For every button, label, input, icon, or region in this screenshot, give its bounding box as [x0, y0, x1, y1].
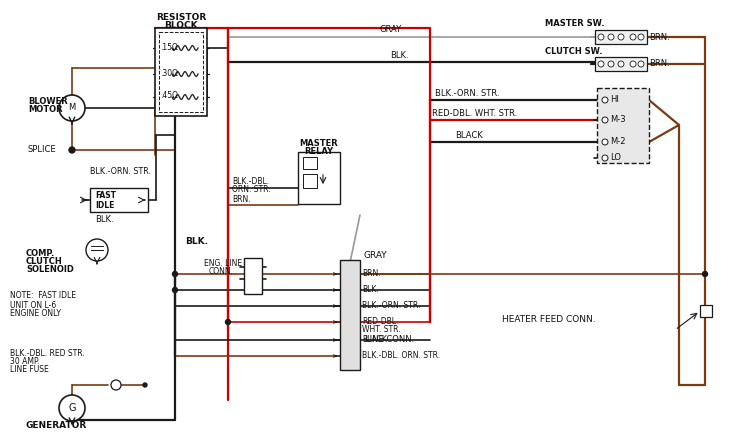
- Circle shape: [602, 139, 608, 145]
- Text: UNIT ON L-6: UNIT ON L-6: [10, 300, 56, 310]
- Text: BLK.-DBL. ORN. STR.: BLK.-DBL. ORN. STR.: [362, 351, 440, 360]
- Circle shape: [602, 97, 608, 103]
- Circle shape: [602, 117, 608, 123]
- Text: MASTER: MASTER: [299, 138, 338, 147]
- Text: LINE FUSE: LINE FUSE: [10, 365, 49, 374]
- Text: LO: LO: [610, 153, 621, 162]
- Text: CONN.: CONN.: [209, 268, 234, 277]
- Text: BLK.-ORN. STR.: BLK.-ORN. STR.: [435, 89, 500, 97]
- Text: BRN.: BRN.: [362, 269, 380, 279]
- Text: ENGINE ONLY: ENGINE ONLY: [10, 310, 61, 318]
- Circle shape: [638, 61, 644, 67]
- Text: HEATER FEED CONN.: HEATER FEED CONN.: [502, 315, 596, 325]
- Text: NOTE:  FAST IDLE: NOTE: FAST IDLE: [10, 292, 76, 300]
- Text: BLOCK: BLOCK: [164, 20, 198, 30]
- Text: IDLE: IDLE: [95, 201, 114, 209]
- Text: RED-DBL. WHT. STR.: RED-DBL. WHT. STR.: [432, 108, 517, 117]
- Text: RELAY: RELAY: [304, 146, 334, 156]
- Text: CLUTCH: CLUTCH: [26, 258, 63, 266]
- Text: GENERATOR: GENERATOR: [26, 421, 87, 430]
- Text: COMP.: COMP.: [26, 250, 56, 258]
- Circle shape: [172, 272, 178, 277]
- Text: CLUTCH SW.: CLUTCH SW.: [545, 46, 602, 56]
- Bar: [595, 57, 647, 71]
- Bar: [155, 28, 207, 116]
- Circle shape: [638, 34, 644, 40]
- Text: .45Ω: .45Ω: [160, 91, 178, 101]
- Text: RESISTOR: RESISTOR: [156, 12, 206, 22]
- Circle shape: [86, 239, 108, 261]
- Circle shape: [608, 61, 614, 67]
- Circle shape: [630, 61, 636, 67]
- Circle shape: [703, 272, 707, 277]
- Text: BRN.: BRN.: [649, 33, 670, 41]
- Circle shape: [111, 380, 121, 390]
- Circle shape: [69, 147, 75, 153]
- Text: SPLICE: SPLICE: [28, 146, 57, 154]
- Text: M-2: M-2: [610, 138, 626, 146]
- Bar: [700, 305, 712, 317]
- Text: BRN.: BRN.: [232, 194, 251, 203]
- Text: BLK.: BLK.: [95, 216, 114, 224]
- Text: M: M: [68, 104, 76, 112]
- Text: BLK.-DBL.: BLK.-DBL.: [232, 177, 269, 187]
- Text: LINE CONN.: LINE CONN.: [365, 336, 414, 344]
- Text: BLACK: BLACK: [362, 336, 387, 344]
- Bar: [303, 157, 317, 169]
- Text: FAST: FAST: [95, 191, 116, 201]
- Text: BLK.-ORN. STR.: BLK.-ORN. STR.: [362, 302, 420, 310]
- Circle shape: [602, 155, 608, 161]
- Text: BLK.-DBL. RED STR.: BLK.-DBL. RED STR.: [10, 348, 85, 358]
- Text: BLK.: BLK.: [390, 51, 409, 60]
- Bar: [303, 174, 317, 188]
- Circle shape: [608, 34, 614, 40]
- Text: GRAY: GRAY: [363, 250, 387, 259]
- Text: ORN. STR.: ORN. STR.: [232, 186, 271, 194]
- Bar: [244, 258, 262, 294]
- Circle shape: [598, 61, 604, 67]
- Text: MOTOR: MOTOR: [28, 105, 62, 115]
- Text: BLOWER: BLOWER: [28, 97, 68, 106]
- Text: GRAY: GRAY: [380, 26, 402, 34]
- Text: WHT. STR.: WHT. STR.: [362, 325, 401, 335]
- Text: G: G: [68, 403, 76, 413]
- Text: .15Ω: .15Ω: [160, 42, 178, 52]
- Text: HI: HI: [610, 96, 619, 105]
- Text: BLACK: BLACK: [455, 131, 483, 139]
- Bar: [595, 30, 647, 44]
- Bar: [298, 152, 340, 204]
- Circle shape: [172, 288, 178, 292]
- Text: ENG. LINE: ENG. LINE: [204, 258, 242, 268]
- Text: SOLENOID: SOLENOID: [26, 265, 74, 274]
- Text: M-3: M-3: [610, 116, 626, 124]
- Bar: [340, 260, 360, 370]
- Circle shape: [630, 34, 636, 40]
- Circle shape: [598, 34, 604, 40]
- Circle shape: [226, 319, 230, 325]
- Text: RED-DBL.: RED-DBL.: [362, 318, 398, 326]
- Circle shape: [59, 95, 85, 121]
- Bar: [597, 88, 649, 163]
- Text: BLK.-ORN. STR.: BLK.-ORN. STR.: [90, 168, 151, 176]
- Text: BLK.: BLK.: [362, 285, 379, 295]
- Circle shape: [143, 383, 147, 387]
- Text: .30Ω: .30Ω: [160, 68, 178, 78]
- Bar: [90, 188, 148, 212]
- Text: MASTER SW.: MASTER SW.: [545, 19, 604, 29]
- Text: 30 AMP.: 30 AMP.: [10, 356, 40, 366]
- Bar: [159, 32, 203, 112]
- Text: BLK.: BLK.: [185, 238, 208, 247]
- Circle shape: [59, 395, 85, 421]
- Text: BRN.: BRN.: [649, 60, 670, 68]
- Circle shape: [618, 61, 624, 67]
- Circle shape: [618, 34, 624, 40]
